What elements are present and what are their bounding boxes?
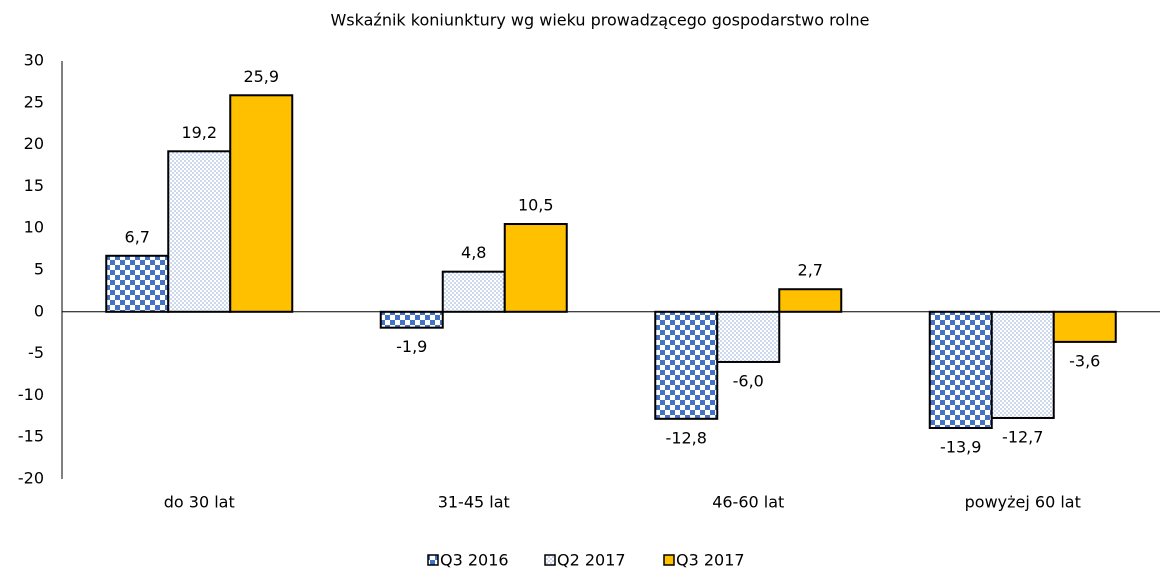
x-tick-label: powyżej 60 lat xyxy=(965,493,1081,512)
legend-label: Q2 2017 xyxy=(557,551,626,570)
bar xyxy=(105,254,170,313)
data-label: -12,7 xyxy=(1002,427,1043,446)
data-label: -13,9 xyxy=(940,438,981,457)
y-tick-label: 0 xyxy=(34,301,44,320)
legend-swatch xyxy=(544,554,556,566)
data-label: 2,7 xyxy=(798,261,823,280)
y-tick-label: 15 xyxy=(24,176,44,195)
data-label: 19,2 xyxy=(181,123,217,142)
x-tick-label: do 30 lat xyxy=(164,493,235,512)
bar xyxy=(716,310,781,363)
data-label: -12,8 xyxy=(666,428,707,447)
legend-swatch xyxy=(427,554,439,566)
y-tick-label: 5 xyxy=(34,260,44,279)
data-label: 4,8 xyxy=(461,243,486,262)
legend-label: Q3 2017 xyxy=(676,551,745,570)
bar xyxy=(229,94,294,313)
y-tick-label: 25 xyxy=(24,92,44,111)
bar xyxy=(778,288,843,313)
y-tick-label: -20 xyxy=(18,469,44,488)
x-tick-label: 31-45 lat xyxy=(438,493,510,512)
bar xyxy=(990,310,1055,419)
data-label: -3,6 xyxy=(1069,351,1100,370)
data-label: -6,0 xyxy=(733,371,764,390)
x-tick-label: 46-60 lat xyxy=(712,493,784,512)
legend-label: Q3 2016 xyxy=(440,551,509,570)
chart-title: Wskaźnik koniunktury wg wieku prowadzące… xyxy=(330,11,869,30)
y-tick-label: 10 xyxy=(24,218,44,237)
y-tick-label: 20 xyxy=(24,134,44,153)
data-label: 10,5 xyxy=(518,196,554,215)
bar xyxy=(503,223,568,313)
data-label: 25,9 xyxy=(243,67,279,86)
y-tick-label: -10 xyxy=(18,385,44,404)
data-label: 6,7 xyxy=(125,227,150,246)
bar xyxy=(654,310,719,420)
y-tick-label: 30 xyxy=(24,51,44,70)
bar xyxy=(167,150,232,313)
data-label: -1,9 xyxy=(396,337,427,356)
bar xyxy=(928,310,993,430)
legend-swatch xyxy=(663,554,675,566)
y-tick-label: -5 xyxy=(28,343,44,362)
bar xyxy=(441,270,506,313)
bar xyxy=(1052,310,1117,343)
y-tick-label: -15 xyxy=(18,427,44,446)
bar xyxy=(379,310,444,329)
